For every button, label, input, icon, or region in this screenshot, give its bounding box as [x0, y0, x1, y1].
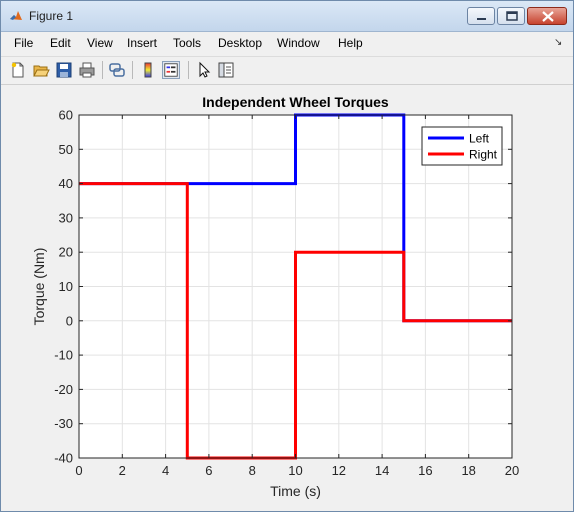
menu-view[interactable]: View	[87, 36, 113, 50]
maximize-icon	[506, 11, 518, 21]
legend-label: Right	[469, 148, 498, 162]
legend[interactable]: Left Right	[421, 126, 503, 166]
menu-desktop[interactable]: Desktop	[218, 36, 263, 50]
menu-file[interactable]: File	[14, 36, 34, 50]
minimize-button[interactable]	[467, 7, 495, 25]
legend-icon[interactable]	[162, 61, 180, 79]
x-axis-label: Time (s)	[270, 483, 321, 499]
y-tick-label: 20	[59, 245, 73, 260]
y-tick-label: 30	[59, 210, 73, 225]
menu-window[interactable]: Window	[277, 36, 320, 50]
minimize-icon	[477, 18, 486, 20]
x-tick-label: 0	[75, 463, 82, 478]
x-tick-label: 18	[461, 463, 475, 478]
y-tick-label: -40	[54, 451, 73, 466]
open-file-icon[interactable]	[32, 61, 50, 79]
y-axis-label: Torque (Nm)	[31, 248, 47, 326]
legend-label: Left	[469, 132, 490, 146]
close-icon	[542, 11, 554, 22]
y-tick-label: -10	[54, 348, 73, 363]
colorbar-icon[interactable]	[139, 61, 157, 79]
x-tick-label: 12	[332, 463, 346, 478]
toolbar-separator	[132, 61, 133, 79]
menu-insert[interactable]: Insert	[127, 36, 158, 50]
y-tick-label: 0	[66, 313, 73, 328]
pointer-icon[interactable]	[195, 61, 213, 79]
toolbar-separator	[188, 61, 189, 79]
dock-arrow-icon[interactable]: ↘	[554, 37, 563, 48]
toolbar-separator	[102, 61, 103, 79]
y-tick-label: -30	[54, 416, 73, 431]
title-bar[interactable]: Figure 1	[1, 1, 573, 32]
figure-toolbar	[1, 56, 573, 85]
property-inspector-icon[interactable]	[217, 61, 235, 79]
x-tick-label: 14	[375, 463, 389, 478]
window-title: Figure 1	[29, 9, 74, 23]
close-button[interactable]	[527, 7, 567, 25]
y-tick-label: 10	[59, 279, 73, 294]
x-tick-label: 4	[162, 463, 169, 478]
x-tick-label: 2	[119, 463, 126, 478]
y-tick-label: 40	[59, 176, 73, 191]
y-tick-label: 50	[59, 142, 73, 157]
x-tick-label: 10	[288, 463, 302, 478]
y-tick-label: 60	[59, 108, 73, 123]
x-tick-label: 8	[249, 463, 256, 478]
ticks: 0 2 4 6 8 10 12 14 16 18 20 -40 -30 -20 -10 0 10 20 30 40 50…	[54, 108, 519, 479]
save-icon[interactable]	[55, 61, 73, 79]
maximize-button[interactable]	[497, 7, 525, 25]
x-tick-label: 20	[505, 463, 519, 478]
print-icon[interactable]	[78, 61, 96, 79]
new-figure-icon[interactable]	[9, 61, 27, 79]
menu-tools[interactable]: Tools	[173, 36, 202, 50]
menu-bar: File Edit View Insert Tools Desktop Wind…	[1, 32, 573, 54]
y-tick-label: -20	[54, 382, 73, 397]
link-plot-icon[interactable]	[108, 61, 126, 79]
menu-edit[interactable]: Edit	[50, 36, 71, 50]
legend-box	[421, 126, 503, 166]
chart-area[interactable]: 0 2 4 6 8 10 12 14 16 18 20 -40 -30 -20 -10 0 10 20 30 40 50…	[0, 84, 572, 510]
matlab-logo-icon	[10, 11, 22, 20]
series-line-right	[79, 182, 512, 460]
x-tick-label: 6	[205, 463, 212, 478]
chart-title: Independent Wheel Torques	[202, 94, 389, 110]
x-tick-label: 16	[418, 463, 432, 478]
menu-help[interactable]: Help	[338, 36, 363, 50]
